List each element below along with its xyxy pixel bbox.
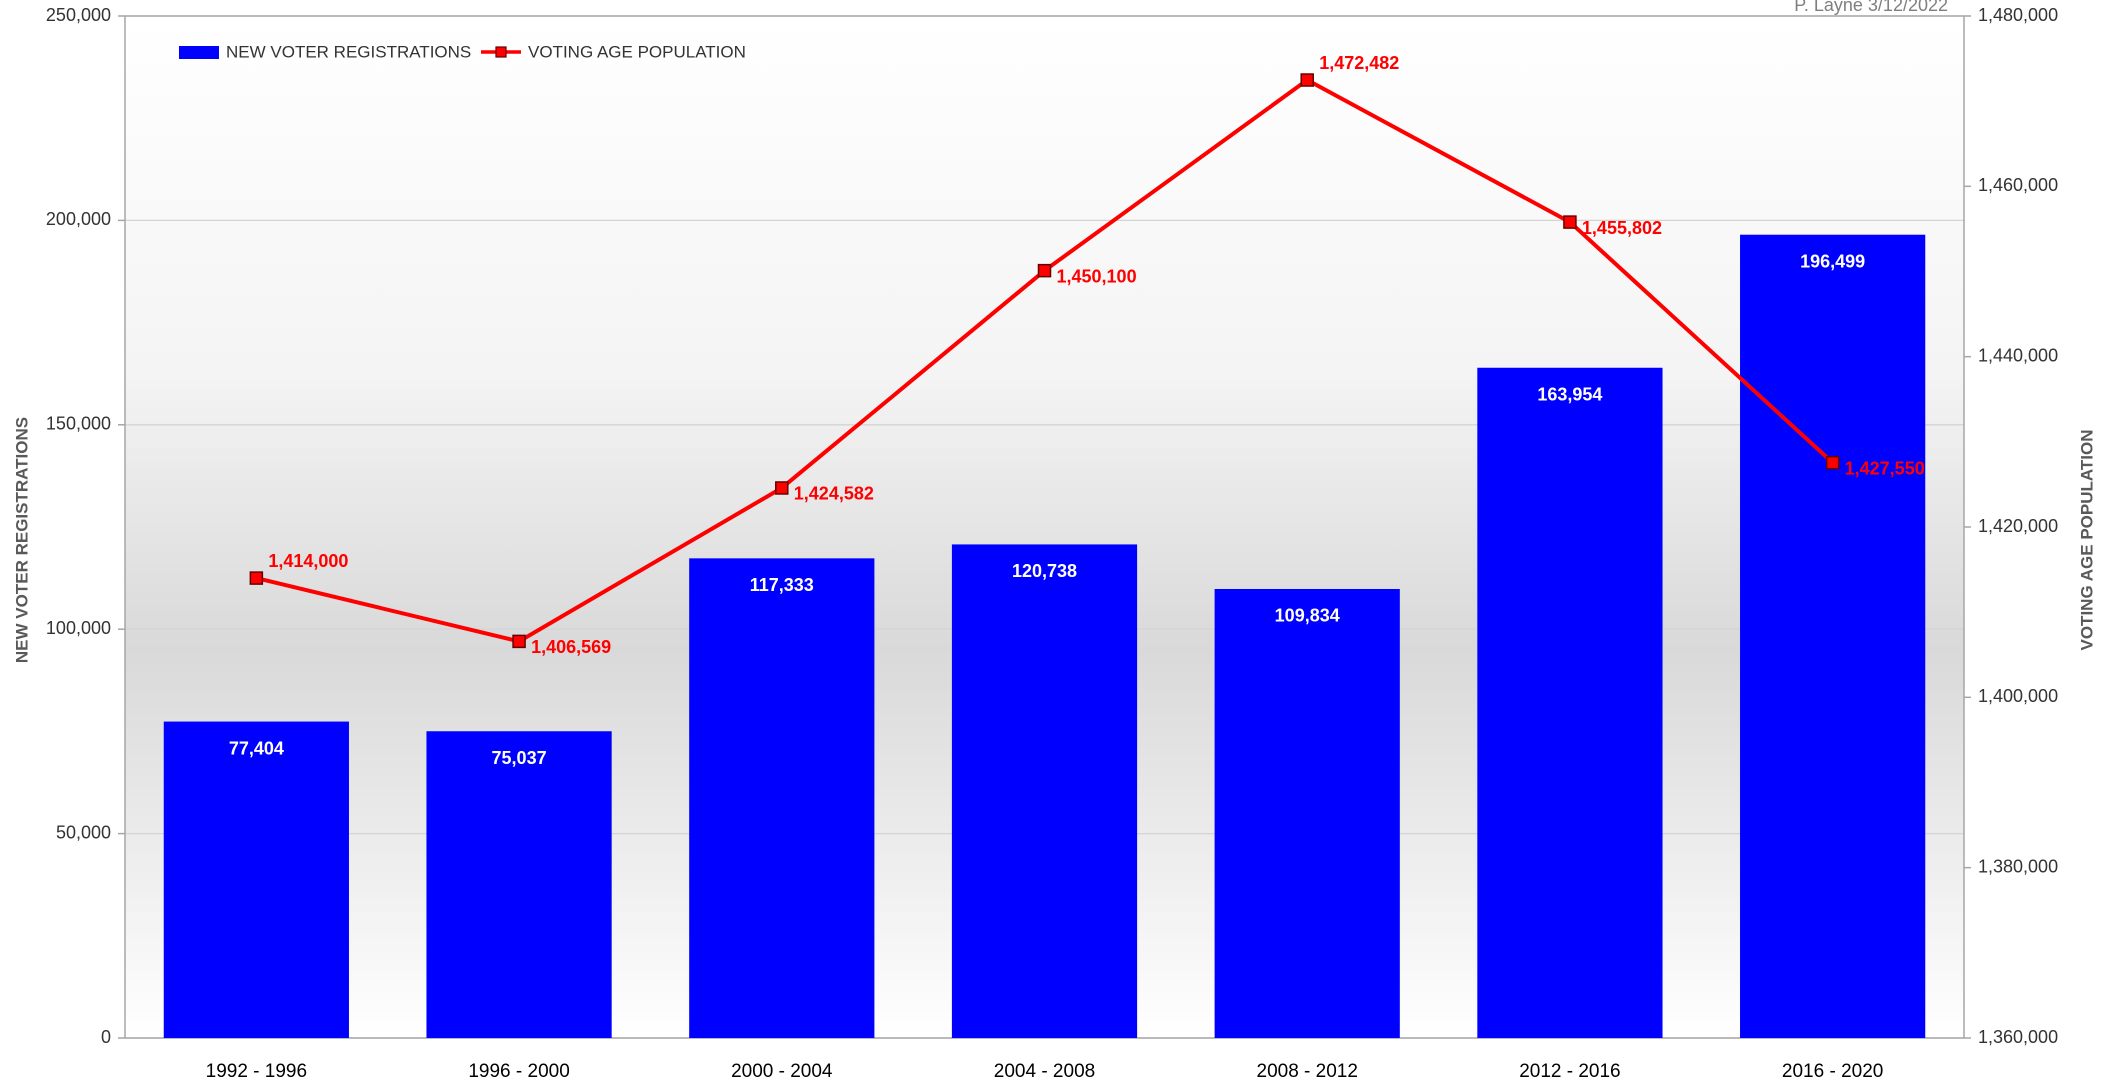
y-tick-label: 250,000 <box>46 5 111 25</box>
bar-value-label: 117,333 <box>750 575 814 595</box>
bar <box>1214 588 1400 1038</box>
y-axis-title: NEW VOTER REGISTRATIONS <box>12 417 31 663</box>
x-tick-label: 2004 - 2008 <box>994 1061 1095 1082</box>
line-marker <box>775 481 789 495</box>
y2-tick-label: 1,460,000 <box>1978 175 2058 195</box>
legend-label: VOTING AGE POPULATION <box>528 42 746 61</box>
bar <box>426 731 612 1038</box>
y2-tick-label: 1,480,000 <box>1978 5 2058 25</box>
bar <box>951 544 1138 1038</box>
y-tick-label: 50,000 <box>56 822 111 842</box>
y2-tick-label: 1,400,000 <box>1978 686 2058 706</box>
bar-value-label: 77,404 <box>229 738 284 758</box>
y-tick-label: 0 <box>101 1027 111 1047</box>
line-value-label: 1,450,100 <box>1057 266 1137 286</box>
line-marker <box>1037 263 1052 278</box>
line-value-label: 1,424,582 <box>794 484 874 504</box>
bar-value-label: 163,954 <box>1537 385 1602 405</box>
y-tick-label: 200,000 <box>46 209 111 229</box>
y-tick-label: 150,000 <box>46 414 111 434</box>
line-value-label: 1,414,000 <box>268 551 348 571</box>
line-marker <box>1300 73 1314 87</box>
line-value-label: 1,406,569 <box>531 637 611 657</box>
bar <box>163 721 349 1038</box>
x-tick-label: 1992 - 1996 <box>206 1061 307 1082</box>
y2-tick-label: 1,360,000 <box>1978 1027 2058 1047</box>
legend-label: NEW VOTER REGISTRATIONS <box>226 42 471 61</box>
line-marker <box>1563 215 1577 229</box>
bar <box>689 558 875 1038</box>
y2-tick-label: 1,420,000 <box>1978 516 2058 536</box>
annotation: P. Layne 3/12/2022 <box>1794 0 1948 15</box>
bar-value-label: 120,738 <box>1012 561 1077 581</box>
line-marker <box>1825 455 1840 470</box>
x-tick-label: 2000 - 2004 <box>731 1061 833 1082</box>
line-marker <box>512 634 526 649</box>
line-value-label: 1,427,550 <box>1845 458 1925 478</box>
line-value-label: 1,455,802 <box>1582 218 1662 238</box>
x-tick-label: 2008 - 2012 <box>1257 1061 1358 1082</box>
x-tick-label: 2012 - 2016 <box>1519 1061 1620 1082</box>
y-tick-label: 100,000 <box>46 618 111 638</box>
bar <box>1477 367 1663 1038</box>
bar <box>1740 234 1926 1038</box>
y2-tick-label: 1,440,000 <box>1978 345 2058 365</box>
legend-swatch <box>495 46 507 58</box>
legend-swatch <box>179 46 219 59</box>
x-tick-label: 2016 - 2020 <box>1782 1061 1883 1082</box>
y2-axis-title: VOTING AGE POPULATION <box>2077 429 2096 650</box>
bar-value-label: 109,834 <box>1275 606 1340 626</box>
bar-value-label: 75,037 <box>492 748 547 768</box>
legend: NEW VOTER REGISTRATIONS VOTING AGE POPUL… <box>179 42 746 61</box>
x-tick-label: 1996 - 2000 <box>468 1061 569 1082</box>
y2-tick-label: 1,380,000 <box>1978 856 2058 876</box>
bar-value-label: 196,499 <box>1800 251 1865 271</box>
line-marker <box>249 571 264 585</box>
line-value-label: 1,472,482 <box>1319 53 1399 73</box>
